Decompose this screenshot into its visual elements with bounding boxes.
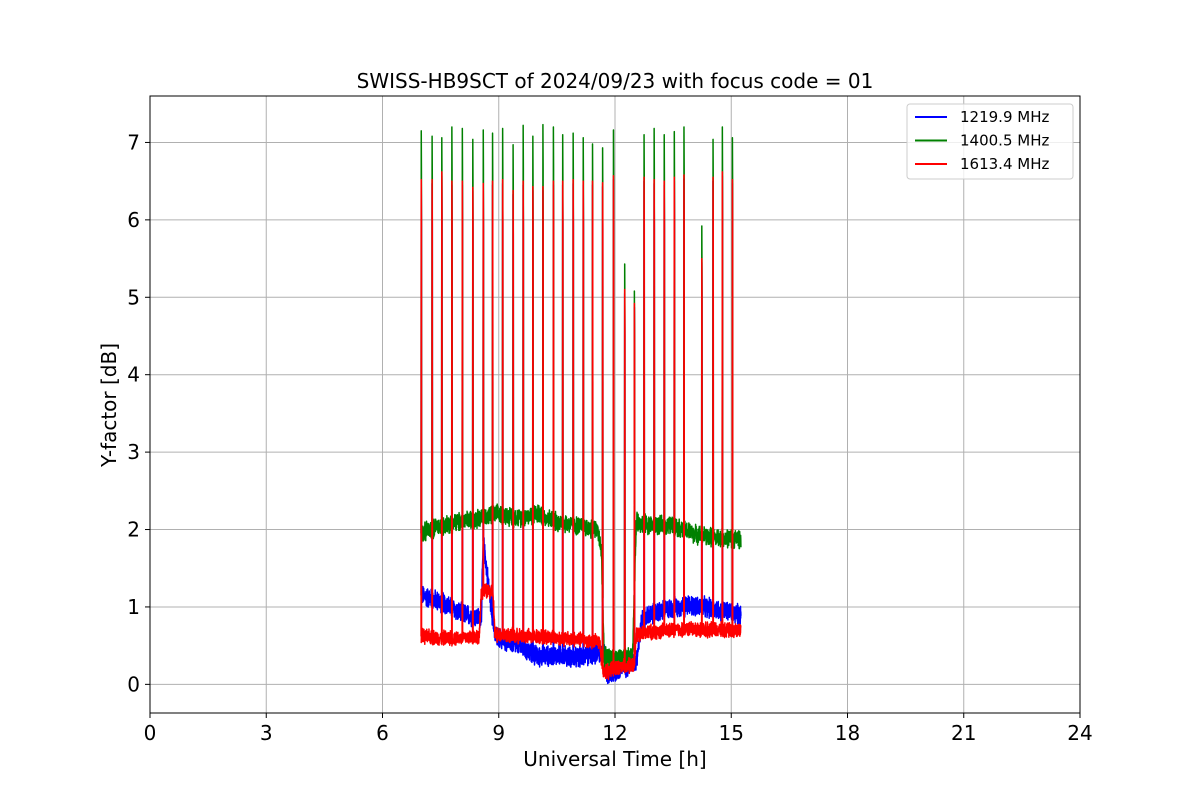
x-tick-label: 21 bbox=[951, 721, 976, 745]
legend-label: 1400.5 MHz bbox=[960, 132, 1049, 150]
y-tick-label: 2 bbox=[127, 518, 140, 542]
y-tick-label: 0 bbox=[127, 672, 140, 696]
x-tick-label: 3 bbox=[260, 721, 273, 745]
x-tick-label: 18 bbox=[835, 721, 860, 745]
y-tick-label: 3 bbox=[127, 440, 140, 464]
y-tick-label: 1 bbox=[127, 595, 140, 619]
x-axis-label: Universal Time [h] bbox=[523, 747, 706, 771]
y-axis-ticks: 0 1 2 3 4 5 6 7 bbox=[127, 130, 150, 696]
x-tick-label: 24 bbox=[1067, 721, 1092, 745]
legend-label: 1613.4 MHz bbox=[960, 155, 1049, 173]
y-tick-label: 5 bbox=[127, 285, 140, 309]
plot-frame bbox=[149, 95, 1081, 714]
series-line-1400-5-mhz bbox=[420, 123, 742, 670]
x-tick-label: 0 bbox=[144, 721, 157, 745]
x-tick-label: 12 bbox=[602, 721, 627, 745]
x-axis-ticks: 0 3 6 9 12 15 18 21 24 bbox=[144, 713, 1093, 745]
x-tick-label: 15 bbox=[719, 721, 744, 745]
legend-label: 1219.9 MHz bbox=[960, 108, 1049, 126]
series-line-1219-9-mhz bbox=[420, 174, 742, 685]
chart-title: SWISS-HB9SCT of 2024/09/23 with focus co… bbox=[357, 69, 874, 93]
x-tick-label: 6 bbox=[376, 721, 389, 745]
legend: 1219.9 MHz 1400.5 MHz 1613.4 MHz bbox=[906, 103, 1074, 180]
x-tick-label: 9 bbox=[492, 721, 505, 745]
y-tick-label: 7 bbox=[127, 130, 140, 154]
series-layer bbox=[420, 123, 742, 685]
y-axis-label: Y-factor [dB] bbox=[97, 343, 121, 468]
series-line-1613-4-mhz bbox=[420, 171, 742, 681]
legend-box bbox=[906, 103, 1074, 180]
y-tick-label: 4 bbox=[127, 363, 140, 387]
y-tick-label: 6 bbox=[127, 208, 140, 232]
